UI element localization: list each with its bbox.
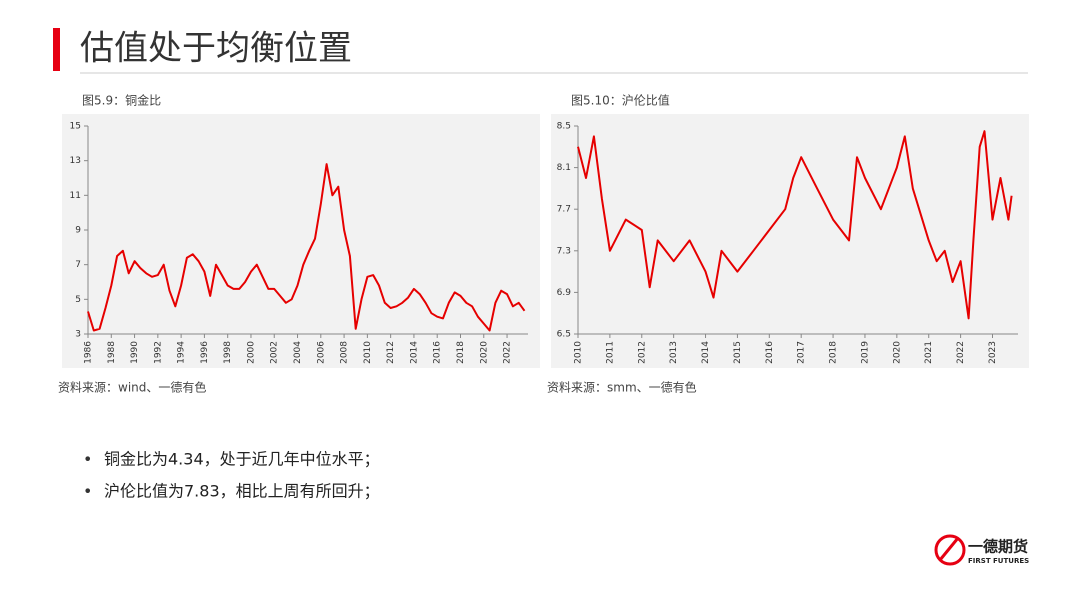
logo-mark	[934, 534, 966, 566]
x-tick-label: 2017	[797, 341, 807, 364]
y-tick-label: 3	[75, 330, 81, 340]
x-tick-label: 2014	[409, 341, 419, 364]
x-tick-label: 2010	[363, 341, 373, 364]
x-tick-label: 2021	[924, 341, 934, 364]
x-tick-label: 2016	[765, 341, 775, 364]
x-tick-label: 1994	[177, 341, 187, 364]
chart-background	[62, 114, 540, 368]
x-tick-label: 1988	[107, 341, 117, 364]
chart-source: 资料来源：wind、一德有色	[58, 380, 206, 395]
y-tick-label: 9	[75, 226, 81, 236]
x-tick-label: 1986	[84, 341, 94, 364]
x-tick-label: 2010	[574, 341, 584, 364]
x-tick-label: 1992	[153, 341, 163, 364]
x-tick-label: 2020	[892, 341, 902, 364]
x-tick-label: 2012	[637, 341, 647, 364]
x-tick-label: 2002	[270, 341, 280, 364]
logo-name: 一德期货	[968, 538, 1028, 556]
x-tick-label: 2015	[733, 341, 743, 364]
slide-title: 估值处于均衡位置	[80, 29, 352, 69]
data-line	[87, 163, 526, 332]
logo: 一德期货 FIRST FUTURES	[934, 534, 1029, 566]
logo-english: FIRST FUTURES	[968, 557, 1029, 565]
x-tick-label: 2023	[988, 341, 998, 364]
x-tick-label: 2022	[956, 341, 966, 364]
y-tick-label: 5	[75, 295, 81, 305]
y-tick-label: 8.1	[557, 163, 571, 173]
y-tick-label: 8.5	[557, 122, 571, 132]
x-tick-label: 2022	[503, 341, 513, 364]
y-tick-label: 7	[75, 260, 81, 270]
data-line	[577, 130, 1013, 320]
y-tick-label: 7.3	[557, 246, 571, 256]
bullet-dot: •	[83, 482, 92, 501]
x-tick-label: 1998	[223, 341, 233, 364]
x-tick-label: 2008	[340, 341, 350, 364]
x-tick-label: 2018	[829, 341, 839, 364]
bullet-text: 铜金比为4.34，处于近几年中位水平；	[104, 450, 380, 469]
chart-title: 图5.10：沪伦比值	[571, 93, 670, 108]
title-accent	[53, 28, 60, 71]
x-tick-label: 2006	[316, 341, 326, 364]
logo-mark	[938, 537, 960, 561]
y-tick-label: 11	[70, 191, 81, 201]
y-tick-label: 13	[70, 156, 81, 166]
x-tick-label: 1996	[200, 341, 210, 364]
x-tick-label: 1990	[130, 341, 140, 364]
x-tick-label: 2013	[669, 341, 679, 364]
x-tick-label: 2020	[479, 341, 489, 364]
x-tick-label: 2014	[701, 341, 711, 364]
bullet-dot: •	[83, 450, 92, 469]
chart-source: 资料来源：smm、一德有色	[547, 380, 697, 395]
x-tick-label: 2016	[433, 341, 443, 364]
bullet-text: 沪伦比值为7.83，相比上周有所回升；	[104, 482, 380, 501]
x-tick-label: 2012	[386, 341, 396, 364]
x-tick-label: 2011	[605, 341, 615, 364]
x-tick-label: 2019	[860, 341, 870, 364]
y-tick-label: 7.7	[557, 205, 571, 215]
y-tick-label: 15	[70, 122, 81, 132]
chart-title: 图5.9：铜金比	[82, 93, 161, 108]
chart-background	[551, 114, 1029, 368]
y-tick-label: 6.5	[557, 330, 571, 340]
y-tick-label: 6.9	[557, 288, 572, 298]
x-tick-label: 2004	[293, 341, 303, 364]
x-tick-label: 2018	[456, 341, 466, 364]
x-tick-label: 2000	[246, 341, 256, 364]
